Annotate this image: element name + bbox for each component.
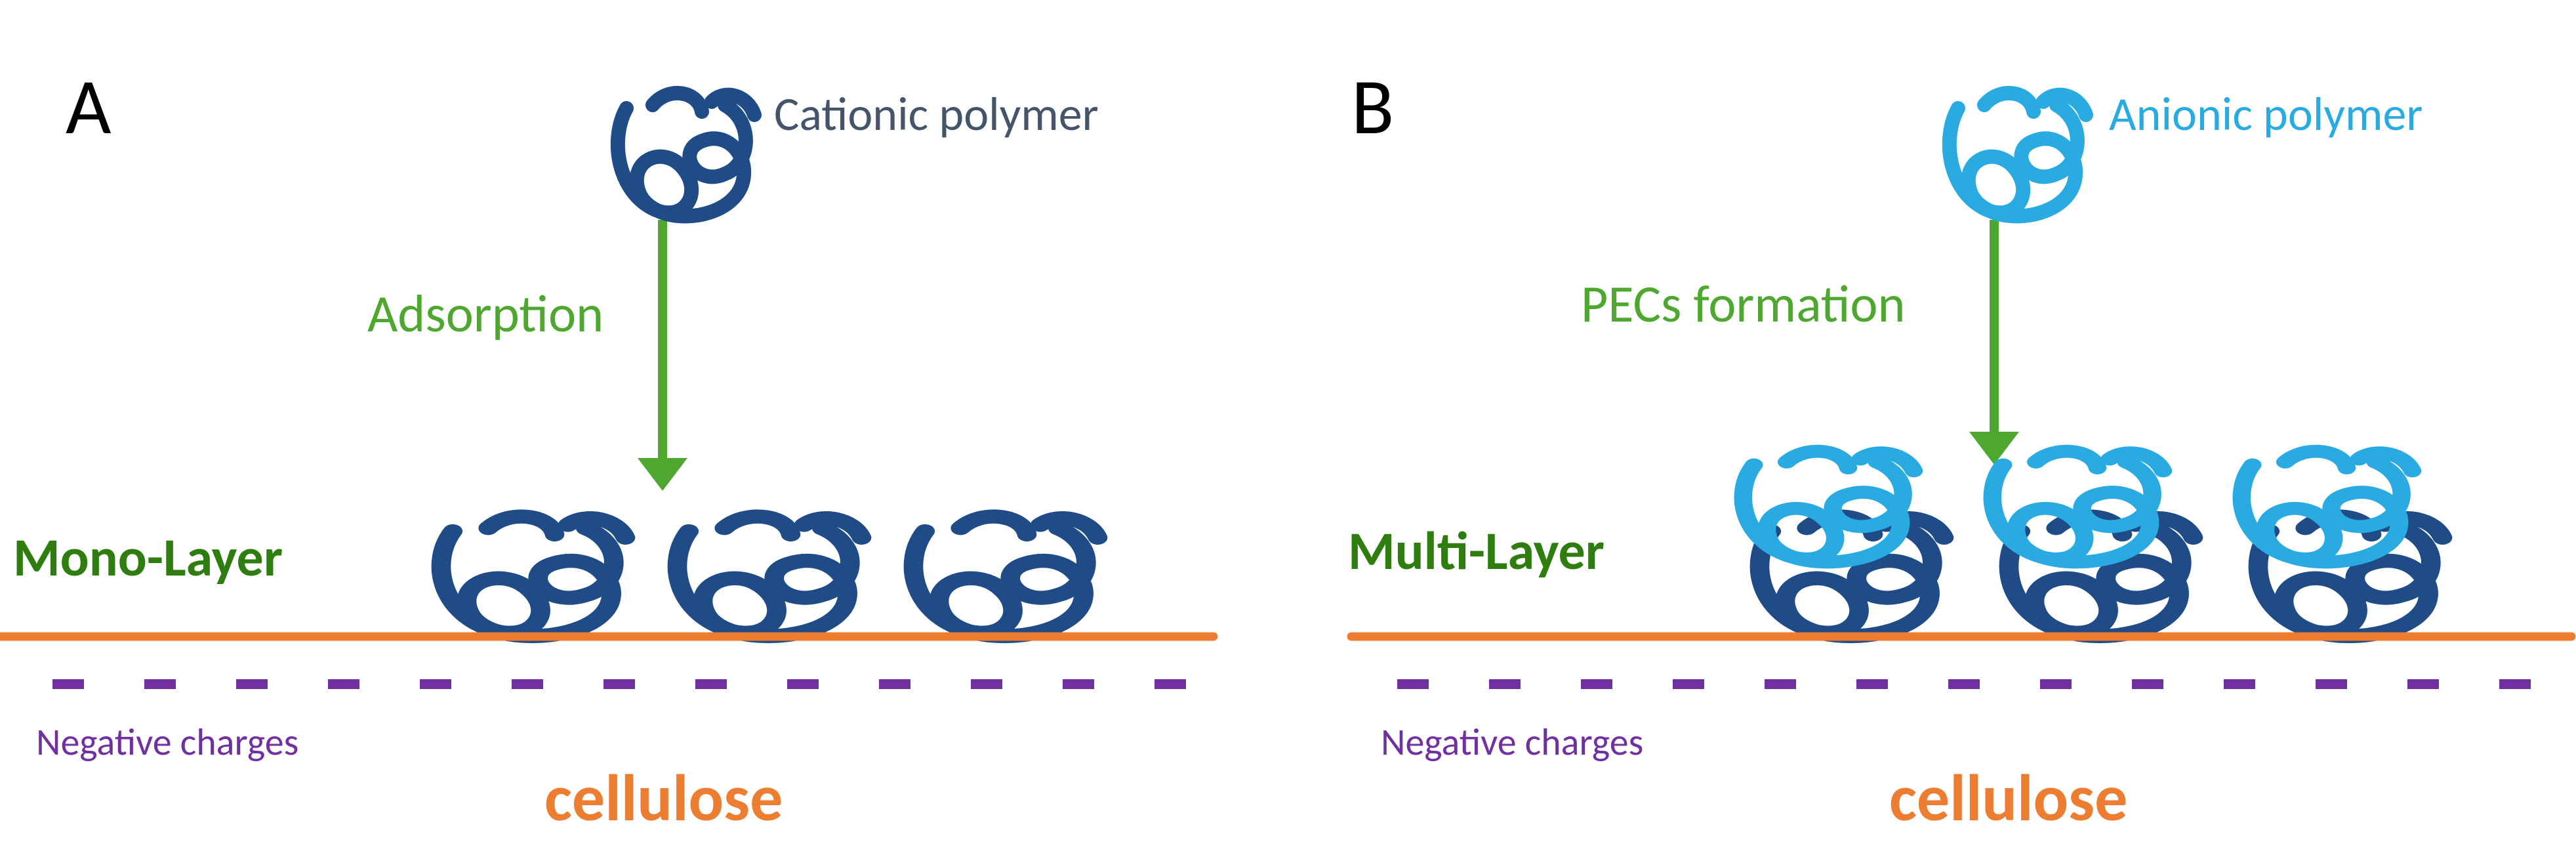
multi-layer-label: Multi-Layer xyxy=(1348,518,1605,584)
cellulose-label-a: cellulose xyxy=(544,758,783,838)
adsorption-label: Adsorption xyxy=(367,282,603,346)
neg-charges-label-b: Negative charges xyxy=(1381,719,1643,765)
mono-layer-label: Mono-Layer xyxy=(13,525,283,591)
cellulose-label-b: cellulose xyxy=(1889,758,2128,838)
panel-a-letter: A xyxy=(66,59,111,155)
panel-b-letter: B xyxy=(1351,59,1394,155)
neg-charges-label-a: Negative charges xyxy=(36,719,298,765)
pecs-formation-label: PECs formation xyxy=(1581,272,1906,336)
anionic-polymer-label: Anionic polymer xyxy=(2109,85,2423,143)
cationic-polymer-label: Cationic polymer xyxy=(774,85,1099,143)
